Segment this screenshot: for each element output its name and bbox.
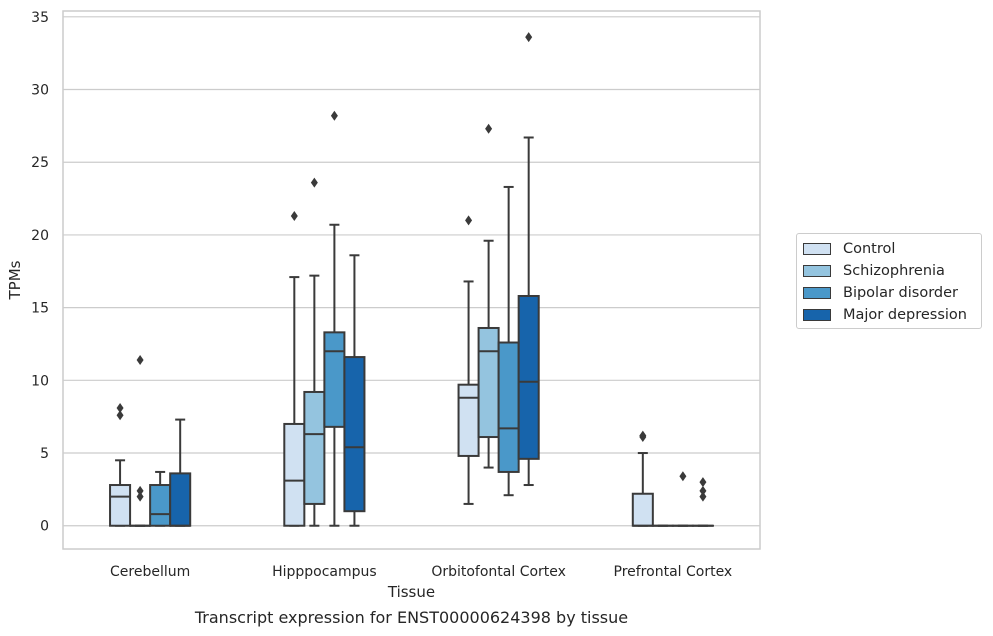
flier-point xyxy=(679,471,687,482)
box-1-1 xyxy=(303,177,326,527)
box-2-1 xyxy=(477,123,500,469)
y-tick-label: 10 xyxy=(31,373,49,389)
box-body xyxy=(109,484,132,527)
plot-area xyxy=(63,11,760,549)
y-tick-labels: 0 5 10 15 20 25 30 35 xyxy=(31,10,49,535)
flier-point xyxy=(330,110,338,121)
legend-swatch-control xyxy=(803,243,831,255)
box-body xyxy=(631,492,654,527)
legend-swatch-bipolar-disorder xyxy=(803,287,831,299)
flier-point xyxy=(639,430,647,441)
y-tick-label: 5 xyxy=(40,446,49,462)
flier-point xyxy=(290,211,298,222)
box-1-2 xyxy=(323,110,346,527)
y-tick-label: 25 xyxy=(31,155,49,171)
legend-item-control: Control xyxy=(803,238,975,260)
flier-point xyxy=(485,123,493,134)
flier-point xyxy=(525,32,533,43)
flier-point xyxy=(116,402,124,413)
flier-point xyxy=(136,491,144,502)
box-0-0 xyxy=(109,402,132,527)
y-tick-label: 0 xyxy=(40,519,49,535)
box-body xyxy=(283,422,306,527)
legend-label-bipolar-disorder: Bipolar disorder xyxy=(843,285,958,301)
x-axis-label: Tissue xyxy=(387,583,435,601)
box-body xyxy=(323,331,346,428)
x-tick-label: Orbitofontal Cortex xyxy=(431,564,566,580)
box-body xyxy=(477,326,500,439)
box-3-3 xyxy=(691,477,714,527)
legend-label-major-depression: Major depression xyxy=(843,307,967,323)
box-body xyxy=(343,356,366,513)
legend-swatch-schizophrenia xyxy=(803,265,831,277)
y-tick-label: 35 xyxy=(31,10,49,26)
box-1-3 xyxy=(343,254,366,527)
chart-caption: Transcript expression for ENST0000062439… xyxy=(194,608,629,627)
flier-point xyxy=(136,354,144,365)
y-axis-label: TPMs xyxy=(6,260,24,300)
flier-point xyxy=(699,485,707,496)
plot-frame xyxy=(62,10,761,550)
x-tick-labels: Cerebellum Hipppocampus Orbitofontal Corte… xyxy=(110,564,732,580)
box-body xyxy=(303,390,326,505)
legend-item-schizophrenia: Schizophrenia xyxy=(803,260,975,282)
flier-point xyxy=(699,491,707,502)
box-body xyxy=(169,472,192,527)
flier-point xyxy=(465,215,473,226)
box-0-1 xyxy=(129,354,152,527)
box-3-0 xyxy=(631,430,654,527)
legend-item-bipolar-disorder: Bipolar disorder xyxy=(803,282,975,304)
y-tick-label: 15 xyxy=(31,301,49,317)
flier-point xyxy=(136,485,144,496)
flier-point xyxy=(699,477,707,488)
legend: Control Schizophrenia Bipolar disorder M… xyxy=(796,233,982,329)
box-2-0 xyxy=(457,215,480,505)
box-body xyxy=(149,484,172,527)
x-tick-label: Cerebellum xyxy=(110,564,190,580)
legend-label-control: Control xyxy=(843,241,896,257)
box-0-3 xyxy=(169,418,192,527)
flier-point xyxy=(310,177,318,188)
box-body xyxy=(497,341,520,473)
x-tick-label: Prefrontal Cortex xyxy=(614,564,733,580)
box-2-3 xyxy=(517,32,540,487)
legend-label-schizophrenia: Schizophrenia xyxy=(843,263,945,279)
box-body xyxy=(457,383,480,457)
box-1-0 xyxy=(283,211,306,527)
legend-item-major-depression: Major depression xyxy=(803,304,975,326)
legend-swatch-major-depression xyxy=(803,309,831,321)
flier-point xyxy=(116,410,124,421)
x-tick-label: Hipppocampus xyxy=(272,564,377,580)
box-3-2 xyxy=(671,471,694,527)
y-tick-label: 20 xyxy=(31,228,49,244)
box-body xyxy=(517,294,540,460)
y-tick-label: 30 xyxy=(31,83,49,99)
box-groups xyxy=(109,32,714,527)
